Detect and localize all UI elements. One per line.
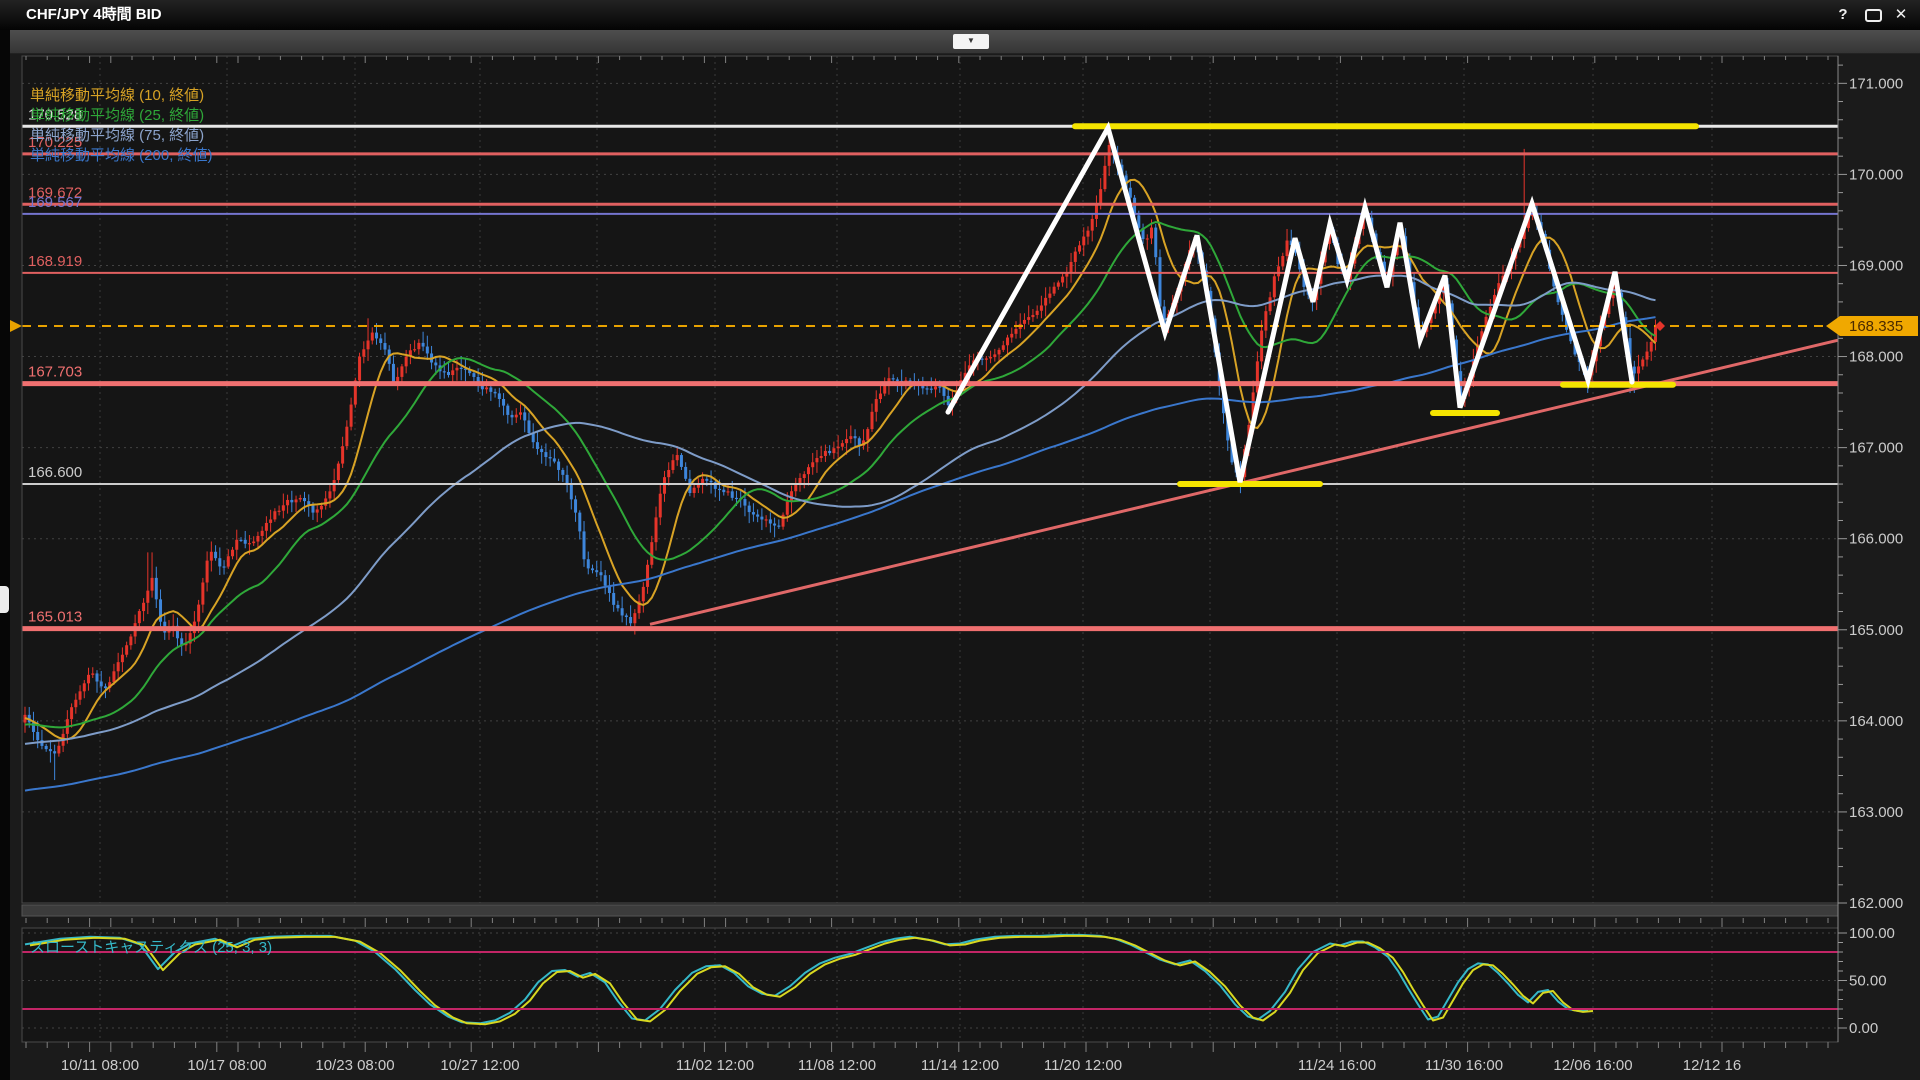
svg-text:166.600: 166.600 (28, 464, 82, 481)
title-bar[interactable]: CHF/JPY 4時間 BID ? ✕ (0, 0, 1920, 30)
left-panel-strip (0, 30, 10, 1080)
window-title: CHF/JPY 4時間 BID (26, 6, 162, 23)
svg-text:169.672: 169.672 (28, 184, 82, 201)
svg-text:12/12 16: 12/12 16 (1683, 1057, 1741, 1074)
toolbar-strip: ▼ (10, 30, 1920, 54)
svg-text:12/06 16:00: 12/06 16:00 (1553, 1057, 1632, 1074)
svg-text:11/24 16:00: 11/24 16:00 (1298, 1057, 1376, 1074)
svg-text:100.00: 100.00 (1849, 925, 1895, 942)
svg-text:162.000: 162.000 (1849, 895, 1903, 912)
stochastics-legend: スローストキャスティクス (25, 3, 3) (30, 939, 273, 956)
svg-text:11/30 16:00: 11/30 16:00 (1425, 1057, 1503, 1074)
svg-text:165.000: 165.000 (1849, 622, 1903, 639)
svg-text:170.528: 170.528 (28, 106, 82, 123)
svg-text:170.225: 170.225 (28, 134, 82, 151)
maximize-icon[interactable] (1860, 0, 1886, 30)
svg-text:163.000: 163.000 (1849, 804, 1903, 821)
svg-text:169.567: 169.567 (28, 194, 82, 211)
svg-text:169.000: 169.000 (1849, 257, 1903, 274)
svg-text:11/02 12:00: 11/02 12:00 (676, 1057, 754, 1074)
svg-text:10/17 08:00: 10/17 08:00 (187, 1057, 266, 1074)
left-panel-handle[interactable] (0, 586, 9, 613)
svg-text:0.00: 0.00 (1849, 1020, 1878, 1037)
svg-text:10/11 08:00: 10/11 08:00 (61, 1057, 139, 1074)
legend-item-sma75: 単純移動平均線 (75, 終値) (30, 127, 205, 144)
maximize-glyph (1864, 8, 1882, 22)
svg-text:167.703: 167.703 (28, 364, 82, 381)
svg-text:10/27 12:00: 10/27 12:00 (440, 1057, 519, 1074)
svg-text:165.013: 165.013 (28, 609, 82, 626)
svg-text:170.000: 170.000 (1849, 166, 1903, 183)
legend-item-sma200: 単純移動平均線 (200, 終値) (30, 147, 213, 164)
indicator-legend: 単純移動平均線 (10, 終値) 単純移動平均線 (25, 終値) 単純移動平均… (30, 86, 213, 166)
svg-text:50.00: 50.00 (1849, 973, 1887, 990)
close-icon[interactable]: ✕ (1894, 6, 1908, 23)
svg-text:168.000: 168.000 (1849, 349, 1903, 366)
legend-item-sma10: 単純移動平均線 (10, 終値) (30, 87, 205, 104)
svg-text:166.000: 166.000 (1849, 531, 1903, 548)
svg-text:168.335: 168.335 (1849, 318, 1903, 335)
svg-text:167.000: 167.000 (1849, 440, 1903, 457)
svg-text:10/23 08:00: 10/23 08:00 (315, 1057, 394, 1074)
svg-text:168.919: 168.919 (28, 253, 82, 270)
svg-text:11/20 12:00: 11/20 12:00 (1044, 1057, 1122, 1074)
svg-text:164.000: 164.000 (1849, 713, 1903, 730)
legend-item-sma25: 単純移動平均線 (25, 終値) (30, 107, 205, 124)
svg-text:11/08 12:00: 11/08 12:00 (798, 1057, 876, 1074)
toolbar-collapse-button[interactable]: ▼ (953, 34, 989, 49)
svg-text:11/14 12:00: 11/14 12:00 (921, 1057, 999, 1074)
svg-text:171.000: 171.000 (1849, 75, 1903, 92)
help-icon[interactable]: ? (1838, 6, 1848, 23)
